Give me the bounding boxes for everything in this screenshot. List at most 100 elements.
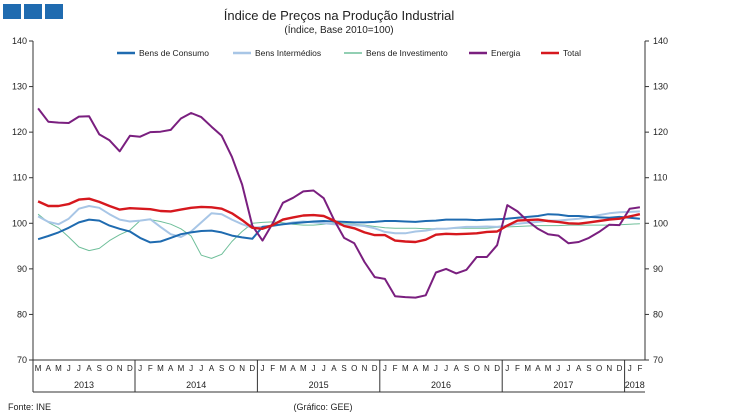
- x-month-label: A: [168, 364, 174, 373]
- x-year-label: 2016: [431, 380, 451, 390]
- x-month-label: J: [505, 364, 509, 373]
- x-month-label: J: [67, 364, 71, 373]
- chart-subtitle: (Índice, Base 2010=100): [284, 23, 393, 36]
- x-month-label: O: [596, 364, 602, 373]
- y-tick-label-right: 110: [653, 173, 667, 183]
- series-line-energia: [37, 107, 641, 299]
- x-month-label: O: [229, 364, 235, 373]
- x-month-label: S: [464, 364, 469, 373]
- y-tick-label-left: 90: [17, 264, 27, 274]
- x-month-label: M: [422, 364, 429, 373]
- x-month-label: O: [474, 364, 480, 373]
- x-month-label: N: [239, 364, 245, 373]
- x-month-label: F: [148, 364, 153, 373]
- legend-label: Total: [563, 48, 581, 58]
- x-month-label: J: [261, 364, 265, 373]
- legend-label: Bens Intermédios: [255, 48, 321, 58]
- x-year-label: 2018: [625, 380, 645, 390]
- x-month-label: A: [46, 364, 52, 373]
- x-year-label: 2014: [186, 380, 206, 390]
- x-month-label: J: [567, 364, 571, 373]
- x-month-label: J: [322, 364, 326, 373]
- y-tick-label-left: 140: [12, 36, 27, 46]
- legend-label: Bens de Consumo: [139, 48, 209, 58]
- x-month-label: J: [199, 364, 203, 373]
- y-tick-label-right: 140: [653, 36, 668, 46]
- y-tick-label-left: 130: [12, 82, 27, 92]
- x-month-label: A: [454, 364, 460, 373]
- x-month-label: D: [372, 364, 378, 373]
- x-month-label: F: [637, 364, 642, 373]
- x-month-label: A: [535, 364, 541, 373]
- x-month-label: M: [402, 364, 409, 373]
- y-tick-label-left: 120: [12, 127, 27, 137]
- x-month-label: A: [209, 364, 215, 373]
- x-month-label: J: [189, 364, 193, 373]
- x-month-label: S: [341, 364, 346, 373]
- x-month-label: F: [270, 364, 275, 373]
- x-month-label: J: [77, 364, 81, 373]
- x-month-label: M: [524, 364, 531, 373]
- x-month-label: F: [515, 364, 520, 373]
- x-month-label: M: [55, 364, 62, 373]
- x-month-label: S: [586, 364, 591, 373]
- x-month-label: D: [127, 364, 133, 373]
- series-line-total: [37, 197, 641, 244]
- x-month-label: N: [117, 364, 123, 373]
- header-logo-blocks: [3, 4, 63, 19]
- x-month-label: J: [556, 364, 560, 373]
- y-axis-ticks: 70 70 80 80 90 90 100 100 110 110 120 120 130 130 140 1…: [12, 36, 668, 365]
- y-tick-label-right: 90: [653, 264, 663, 274]
- x-month-label: N: [606, 364, 612, 373]
- x-month-label: M: [178, 364, 185, 373]
- x-month-label: D: [494, 364, 500, 373]
- y-tick-label-right: 70: [653, 355, 663, 365]
- x-month-label: J: [312, 364, 316, 373]
- x-month-label: A: [86, 364, 92, 373]
- x-month-label: M: [35, 364, 42, 373]
- y-tick-label-left: 70: [17, 355, 27, 365]
- x-month-label: S: [97, 364, 102, 373]
- x-month-label: S: [219, 364, 224, 373]
- x-month-label: M: [280, 364, 287, 373]
- x-year-label: 2015: [309, 380, 329, 390]
- x-month-label: J: [434, 364, 438, 373]
- x-month-label: O: [351, 364, 357, 373]
- x-year-label: 2017: [553, 380, 573, 390]
- source-note: Fonte: INE: [8, 402, 51, 412]
- x-year-label: 2013: [74, 380, 94, 390]
- x-month-label: D: [617, 364, 623, 373]
- x-month-label: O: [106, 364, 112, 373]
- y-tick-label-left: 110: [13, 173, 27, 183]
- x-month-label: J: [628, 364, 632, 373]
- x-month-label: M: [300, 364, 307, 373]
- credit-note: (Gráfico: GEE): [293, 402, 352, 412]
- series-line-bens-de-consumo: [37, 213, 640, 244]
- x-month-label: A: [331, 364, 337, 373]
- y-tick-label-left: 100: [12, 218, 27, 228]
- x-month-label: J: [444, 364, 448, 373]
- logo-block: [3, 4, 21, 19]
- y-tick-label-right: 130: [653, 82, 668, 92]
- x-month-label: N: [362, 364, 368, 373]
- legend-label: Bens de Investimento: [366, 48, 448, 58]
- x-month-label: A: [576, 364, 582, 373]
- x-month-label: M: [157, 364, 164, 373]
- logo-block: [45, 4, 63, 19]
- y-tick-label-left: 80: [17, 309, 27, 319]
- y-tick-label-right: 120: [653, 127, 668, 137]
- x-month-label: J: [138, 364, 142, 373]
- x-month-label: N: [484, 364, 490, 373]
- legend-label: Energia: [491, 48, 521, 58]
- chart-title: Índice de Preços na Produção Industrial: [224, 8, 455, 23]
- x-month-label: A: [290, 364, 296, 373]
- x-month-label: J: [383, 364, 387, 373]
- logo-block: [24, 4, 42, 19]
- x-month-label: A: [413, 364, 419, 373]
- x-month-label: F: [393, 364, 398, 373]
- x-month-label: M: [545, 364, 552, 373]
- legend: Bens de Consumo Bens Intermédios Bens de I…: [117, 48, 581, 58]
- y-tick-label-right: 80: [653, 309, 663, 319]
